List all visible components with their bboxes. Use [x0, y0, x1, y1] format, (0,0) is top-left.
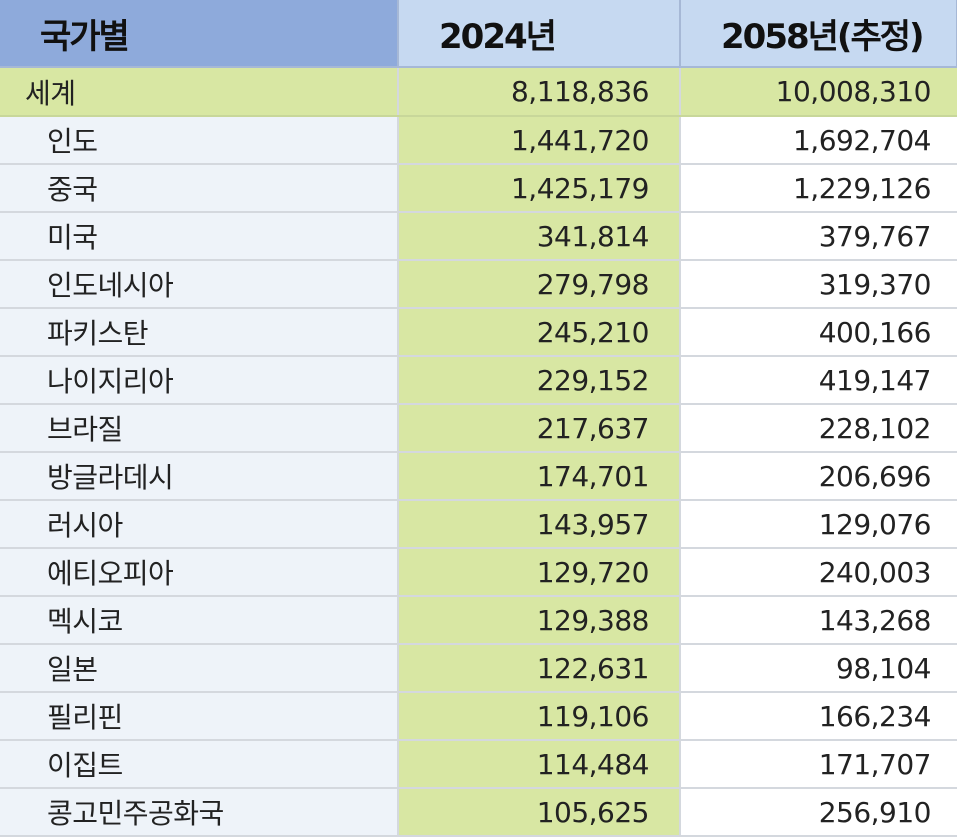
value-2024-cell[interactable]: 229,152 [398, 356, 681, 405]
value-2024-cell[interactable]: 341,814 [398, 212, 681, 261]
header-2058[interactable]: 2058년(추정) [680, 0, 957, 68]
country-cell[interactable]: 세계 [0, 67, 399, 117]
value-2058-cell[interactable]: 240,003 [680, 548, 957, 597]
header-row: 국가별 2024년 2058년(추정) [0, 0, 957, 68]
country-cell[interactable]: 멕시코 [0, 596, 399, 645]
header-country[interactable]: 국가별 [0, 0, 399, 68]
value-2024-cell[interactable]: 119,106 [398, 692, 681, 741]
table-row: 나이지리아 229,152 419,147 [0, 356, 957, 405]
value-2024-cell[interactable]: 143,957 [398, 500, 681, 549]
value-2058-cell[interactable]: 1,692,704 [680, 116, 957, 165]
table-row: 에티오피아 129,720 240,003 [0, 548, 957, 597]
value-2058-cell[interactable]: 10,008,310 [680, 67, 957, 117]
country-cell[interactable]: 브라질 [0, 404, 399, 453]
value-2058-cell[interactable]: 206,696 [680, 452, 957, 501]
table-row: 일본 122,631 98,104 [0, 644, 957, 693]
value-2024-cell[interactable]: 129,388 [398, 596, 681, 645]
value-2058-cell[interactable]: 1,229,126 [680, 164, 957, 213]
value-2024-cell[interactable]: 114,484 [398, 740, 681, 789]
value-2024-cell[interactable]: 245,210 [398, 308, 681, 357]
value-2058-cell[interactable]: 166,234 [680, 692, 957, 741]
value-2058-cell[interactable]: 400,166 [680, 308, 957, 357]
table-row: 중국 1,425,179 1,229,126 [0, 164, 957, 213]
country-cell[interactable]: 일본 [0, 644, 399, 693]
value-2058-cell[interactable]: 379,767 [680, 212, 957, 261]
value-2024-cell[interactable]: 105,625 [398, 788, 681, 837]
value-2024-cell[interactable]: 217,637 [398, 404, 681, 453]
header-2024[interactable]: 2024년 [398, 0, 681, 68]
value-2024-cell[interactable]: 122,631 [398, 644, 681, 693]
value-2024-cell[interactable]: 174,701 [398, 452, 681, 501]
value-2024-cell[interactable]: 8,118,836 [398, 67, 681, 117]
value-2058-cell[interactable]: 256,910 [680, 788, 957, 837]
country-cell[interactable]: 이집트 [0, 740, 399, 789]
value-2058-cell[interactable]: 171,707 [680, 740, 957, 789]
table-row: 인도 1,441,720 1,692,704 [0, 116, 957, 165]
value-2024-cell[interactable]: 1,425,179 [398, 164, 681, 213]
value-2058-cell[interactable]: 319,370 [680, 260, 957, 309]
table-row: 방글라데시 174,701 206,696 [0, 452, 957, 501]
country-cell[interactable]: 필리핀 [0, 692, 399, 741]
table-row: 콩고민주공화국 105,625 256,910 [0, 788, 957, 837]
country-cell[interactable]: 러시아 [0, 500, 399, 549]
country-cell[interactable]: 나이지리아 [0, 356, 399, 405]
value-2024-cell[interactable]: 129,720 [398, 548, 681, 597]
value-2058-cell[interactable]: 129,076 [680, 500, 957, 549]
table-row: 인도네시아 279,798 319,370 [0, 260, 957, 309]
country-cell[interactable]: 중국 [0, 164, 399, 213]
value-2058-cell[interactable]: 98,104 [680, 644, 957, 693]
country-cell[interactable]: 미국 [0, 212, 399, 261]
country-cell[interactable]: 인도 [0, 116, 399, 165]
country-cell[interactable]: 파키스탄 [0, 308, 399, 357]
country-cell[interactable]: 에티오피아 [0, 548, 399, 597]
table-row: 브라질 217,637 228,102 [0, 404, 957, 453]
table-row: 이집트 114,484 171,707 [0, 740, 957, 789]
table-row: 미국 341,814 379,767 [0, 212, 957, 261]
country-cell[interactable]: 콩고민주공화국 [0, 788, 399, 837]
table-row: 파키스탄 245,210 400,166 [0, 308, 957, 357]
country-cell[interactable]: 방글라데시 [0, 452, 399, 501]
country-cell[interactable]: 인도네시아 [0, 260, 399, 309]
table-row: 러시아 143,957 129,076 [0, 500, 957, 549]
value-2024-cell[interactable]: 1,441,720 [398, 116, 681, 165]
table-row: 필리핀 119,106 166,234 [0, 692, 957, 741]
value-2024-cell[interactable]: 279,798 [398, 260, 681, 309]
value-2058-cell[interactable]: 419,147 [680, 356, 957, 405]
value-2058-cell[interactable]: 228,102 [680, 404, 957, 453]
table-row-world: 세계 8,118,836 10,008,310 [0, 67, 957, 117]
value-2058-cell[interactable]: 143,268 [680, 596, 957, 645]
table-row: 멕시코 129,388 143,268 [0, 596, 957, 645]
